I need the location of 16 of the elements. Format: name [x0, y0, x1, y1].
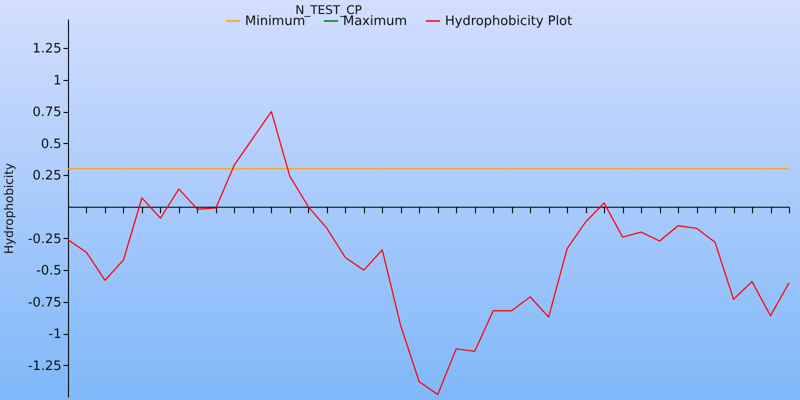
y-tick-label: -0.5 [36, 264, 62, 279]
y-tick-label: -1 [48, 327, 62, 342]
y-tick-label: -0.75 [28, 295, 62, 310]
legend-label: Maximum [343, 14, 408, 29]
line-series [67, 110, 790, 396]
y-tick-label: 0.5 [40, 136, 62, 152]
y-axis-title: Hydrophobicity [2, 162, 16, 254]
y-tick-label: 0.75 [32, 105, 62, 120]
chart-title: N_TEST_CP [295, 3, 362, 17]
y-tick-label: 0.25 [32, 168, 62, 184]
legend-label: Minimum [245, 14, 306, 29]
legend-label: Hydrophobicity Plot [445, 14, 572, 29]
y-tick-label: 1.25 [32, 42, 62, 57]
y-tick-label: 1 [53, 73, 62, 88]
y-tick-label: -0.25 [28, 232, 62, 247]
y-tick-label: -1.25 [28, 358, 62, 374]
